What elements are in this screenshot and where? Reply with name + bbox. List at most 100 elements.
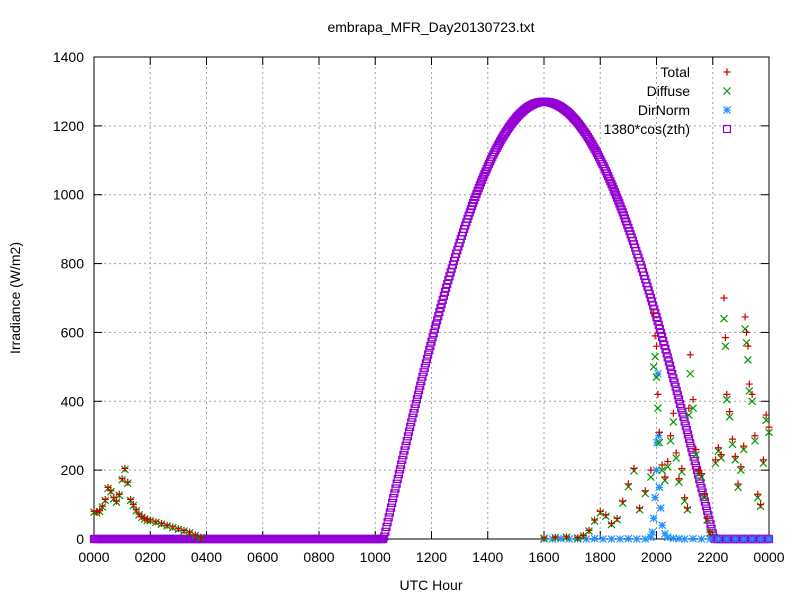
point-cos-zth: [605, 174, 614, 183]
point-cos-zth: [434, 312, 443, 321]
point-dirnorm: [669, 534, 678, 543]
point-total: [685, 404, 693, 412]
point-cos-zth: [410, 404, 419, 413]
plot-area: [89, 97, 774, 544]
point-total: [191, 531, 199, 539]
point-dirnorm: [731, 535, 740, 543]
point-cos-zth: [383, 518, 392, 527]
point-total: [744, 342, 752, 350]
point-total: [728, 435, 736, 443]
point-cos-zth: [386, 503, 396, 512]
point-dirnorm: [653, 369, 662, 378]
point-dirnorm: [648, 528, 657, 537]
point-diffuse: [720, 314, 728, 323]
point-total: [734, 480, 742, 488]
x-tick-label: 2200: [697, 549, 728, 565]
point-diffuse: [725, 412, 734, 421]
point-cos-zth: [608, 182, 617, 191]
point-cos-zth: [683, 430, 693, 439]
x-tick-label: 1600: [528, 549, 559, 565]
point-cos-zth: [421, 359, 430, 368]
point-dirnorm: [663, 533, 672, 542]
legend-marker: [723, 68, 731, 76]
point-cos-zth: [427, 337, 436, 346]
point-diffuse: [684, 411, 693, 419]
point-cos-zth: [399, 451, 408, 460]
point-total: [675, 475, 683, 483]
point-diffuse: [748, 397, 757, 406]
point-dirnorm: [599, 535, 607, 543]
point-total: [630, 464, 638, 472]
y-tick-label: 1400: [53, 49, 84, 65]
point-cos-zth: [697, 483, 706, 493]
point-cos-zth: [398, 455, 407, 465]
point-cos-zth: [404, 427, 414, 436]
point-total: [700, 490, 708, 498]
point-cos-zth: [380, 532, 389, 541]
legend-label: Total: [660, 64, 690, 80]
x-tick-label: 0600: [247, 549, 278, 565]
point-cos-zth: [479, 172, 488, 182]
x-tick-label: 1000: [360, 549, 391, 565]
point-dirnorm: [680, 535, 689, 543]
point-cos-zth: [435, 307, 444, 317]
point-cos-zth: [705, 515, 714, 524]
point-dirnorm: [739, 535, 748, 543]
point-cos-zth: [413, 390, 423, 399]
point-cos-zth: [401, 441, 410, 450]
series-dirnorm: [540, 369, 773, 543]
y-tick-label: 1200: [53, 118, 84, 134]
point-total: [751, 432, 759, 440]
y-tick-labels: 0 200 400 600 800 1000 1200 1400: [53, 49, 84, 547]
point-cos-zth: [602, 169, 612, 178]
point-dirnorm: [649, 514, 658, 523]
legend-label: DirNorm: [638, 102, 690, 118]
point-cos-zth: [610, 187, 619, 197]
point-total: [596, 507, 604, 515]
point-cos-zth: [686, 439, 695, 448]
point-total: [654, 390, 662, 398]
point-cos-zth: [395, 465, 405, 474]
point-cos-zth: [411, 399, 420, 408]
legend-marker: [722, 124, 732, 134]
point-dirnorm: [697, 535, 706, 543]
point-dirnorm: [653, 438, 661, 447]
point-dirnorm: [722, 535, 731, 543]
point-total: [602, 511, 610, 519]
point-cos-zth: [408, 413, 417, 422]
point-cos-zth: [473, 186, 482, 196]
point-cos-zth: [381, 527, 390, 536]
x-tick-label: 1400: [472, 549, 503, 565]
point-total: [163, 521, 171, 529]
point-total: [689, 396, 697, 404]
point-total: [745, 380, 753, 388]
point-cos-zth: [385, 508, 394, 517]
point-cos-zth: [664, 357, 673, 366]
point-total: [124, 478, 132, 486]
point-cos-zth: [676, 399, 685, 408]
point-cos-zth: [665, 361, 675, 370]
point-total: [692, 445, 700, 453]
point-cos-zth: [390, 489, 399, 498]
point-cos-zth: [475, 181, 484, 190]
point-dirnorm: [706, 535, 714, 543]
point-cos-zth: [677, 404, 686, 413]
point-diffuse: [741, 325, 750, 333]
point-dirnorm: [607, 535, 616, 543]
y-tick-label: 200: [61, 462, 85, 478]
point-cos-zth: [402, 436, 411, 446]
point-total: [96, 507, 104, 515]
point-diffuse: [646, 473, 655, 481]
point-cos-zth: [604, 172, 613, 181]
point-cos-zth: [687, 443, 696, 452]
point-total: [180, 526, 188, 534]
point-cos-zth: [418, 372, 427, 381]
point-dirnorm: [556, 534, 565, 543]
point-total: [726, 408, 734, 416]
point-cos-zth: [430, 324, 439, 333]
point-diffuse: [751, 436, 759, 445]
point-total: [121, 464, 129, 472]
point-cos-zth: [406, 422, 415, 432]
point-dirnorm: [590, 534, 599, 543]
